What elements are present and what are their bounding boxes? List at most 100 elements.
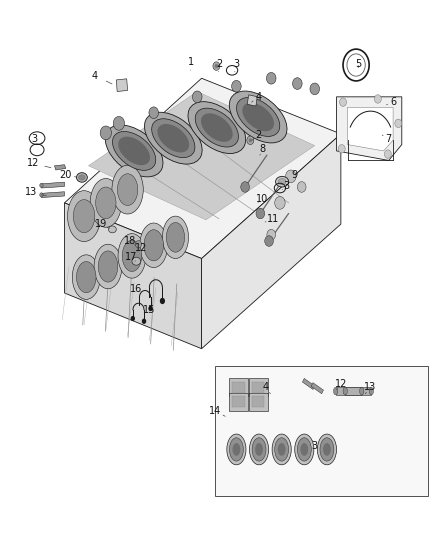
- Ellipse shape: [40, 193, 43, 197]
- Circle shape: [131, 316, 135, 321]
- Ellipse shape: [113, 132, 156, 171]
- Text: 1: 1: [187, 58, 194, 67]
- Ellipse shape: [297, 438, 311, 461]
- Text: 12: 12: [27, 158, 39, 168]
- Circle shape: [241, 182, 250, 192]
- Bar: [229, 393, 248, 411]
- Polygon shape: [64, 78, 341, 259]
- Text: 14: 14: [208, 406, 221, 416]
- Ellipse shape: [300, 443, 308, 456]
- Circle shape: [293, 78, 302, 90]
- Ellipse shape: [145, 112, 202, 164]
- Circle shape: [297, 182, 306, 192]
- Text: 3: 3: [312, 441, 318, 451]
- Ellipse shape: [95, 187, 116, 219]
- Polygon shape: [64, 203, 201, 349]
- Ellipse shape: [79, 175, 85, 180]
- Text: 2: 2: [216, 59, 222, 69]
- Circle shape: [148, 306, 153, 311]
- Polygon shape: [347, 108, 393, 151]
- Ellipse shape: [72, 255, 100, 300]
- Text: 4: 4: [255, 92, 261, 102]
- Text: 7: 7: [385, 134, 391, 144]
- Circle shape: [265, 236, 273, 246]
- Ellipse shape: [227, 434, 246, 465]
- Ellipse shape: [369, 387, 374, 395]
- Text: 3: 3: [283, 181, 290, 191]
- Circle shape: [286, 170, 296, 183]
- Ellipse shape: [195, 108, 238, 147]
- Circle shape: [192, 91, 202, 103]
- Bar: [303, 378, 315, 390]
- Text: 13: 13: [25, 187, 37, 197]
- Ellipse shape: [77, 173, 87, 182]
- Circle shape: [142, 319, 146, 324]
- Text: 4: 4: [263, 382, 269, 392]
- Text: 8: 8: [259, 144, 265, 154]
- Text: 6: 6: [390, 97, 396, 107]
- Circle shape: [113, 116, 124, 130]
- Circle shape: [256, 208, 265, 219]
- Bar: [249, 393, 268, 411]
- Text: 3: 3: [31, 134, 37, 144]
- Circle shape: [374, 95, 381, 103]
- Ellipse shape: [255, 443, 263, 456]
- Ellipse shape: [166, 222, 185, 252]
- Bar: [233, 382, 245, 393]
- Ellipse shape: [242, 103, 274, 131]
- Ellipse shape: [90, 179, 121, 227]
- Text: 9: 9: [292, 171, 298, 180]
- Text: 16: 16: [130, 284, 142, 294]
- Text: 12: 12: [335, 379, 347, 389]
- Bar: [252, 382, 264, 393]
- Circle shape: [267, 229, 276, 240]
- Text: 2: 2: [255, 130, 261, 140]
- Polygon shape: [42, 182, 64, 188]
- Polygon shape: [42, 192, 64, 198]
- Ellipse shape: [252, 438, 266, 461]
- Ellipse shape: [278, 443, 286, 456]
- Text: 3: 3: [233, 59, 240, 69]
- Ellipse shape: [118, 136, 150, 165]
- Circle shape: [339, 98, 346, 107]
- Ellipse shape: [323, 443, 331, 456]
- Bar: [249, 378, 268, 397]
- Bar: [336, 387, 362, 395]
- Circle shape: [135, 240, 141, 248]
- Ellipse shape: [112, 165, 143, 214]
- Ellipse shape: [162, 216, 188, 259]
- Ellipse shape: [94, 244, 122, 289]
- Ellipse shape: [144, 230, 163, 261]
- Ellipse shape: [275, 438, 289, 461]
- Ellipse shape: [333, 387, 338, 395]
- Ellipse shape: [109, 226, 116, 233]
- Text: 11: 11: [267, 214, 279, 224]
- Bar: [247, 95, 257, 106]
- Ellipse shape: [117, 174, 138, 205]
- Ellipse shape: [122, 240, 142, 271]
- Bar: [117, 79, 127, 92]
- Bar: [233, 397, 245, 407]
- Circle shape: [247, 136, 254, 144]
- Ellipse shape: [67, 191, 101, 241]
- Text: 17: 17: [125, 252, 137, 262]
- Bar: [215, 366, 428, 496]
- Ellipse shape: [188, 102, 246, 154]
- Circle shape: [310, 83, 320, 95]
- Polygon shape: [54, 165, 66, 170]
- Ellipse shape: [40, 183, 43, 188]
- Ellipse shape: [278, 179, 286, 185]
- Circle shape: [100, 126, 112, 140]
- Ellipse shape: [318, 434, 336, 465]
- Text: 19: 19: [95, 219, 107, 229]
- Bar: [229, 378, 248, 397]
- Ellipse shape: [230, 438, 244, 461]
- Polygon shape: [336, 97, 402, 160]
- Ellipse shape: [152, 119, 195, 158]
- Ellipse shape: [157, 124, 189, 152]
- Ellipse shape: [233, 443, 240, 456]
- Ellipse shape: [276, 176, 289, 187]
- Ellipse shape: [73, 199, 95, 233]
- Text: 15: 15: [143, 305, 155, 315]
- Ellipse shape: [320, 438, 334, 461]
